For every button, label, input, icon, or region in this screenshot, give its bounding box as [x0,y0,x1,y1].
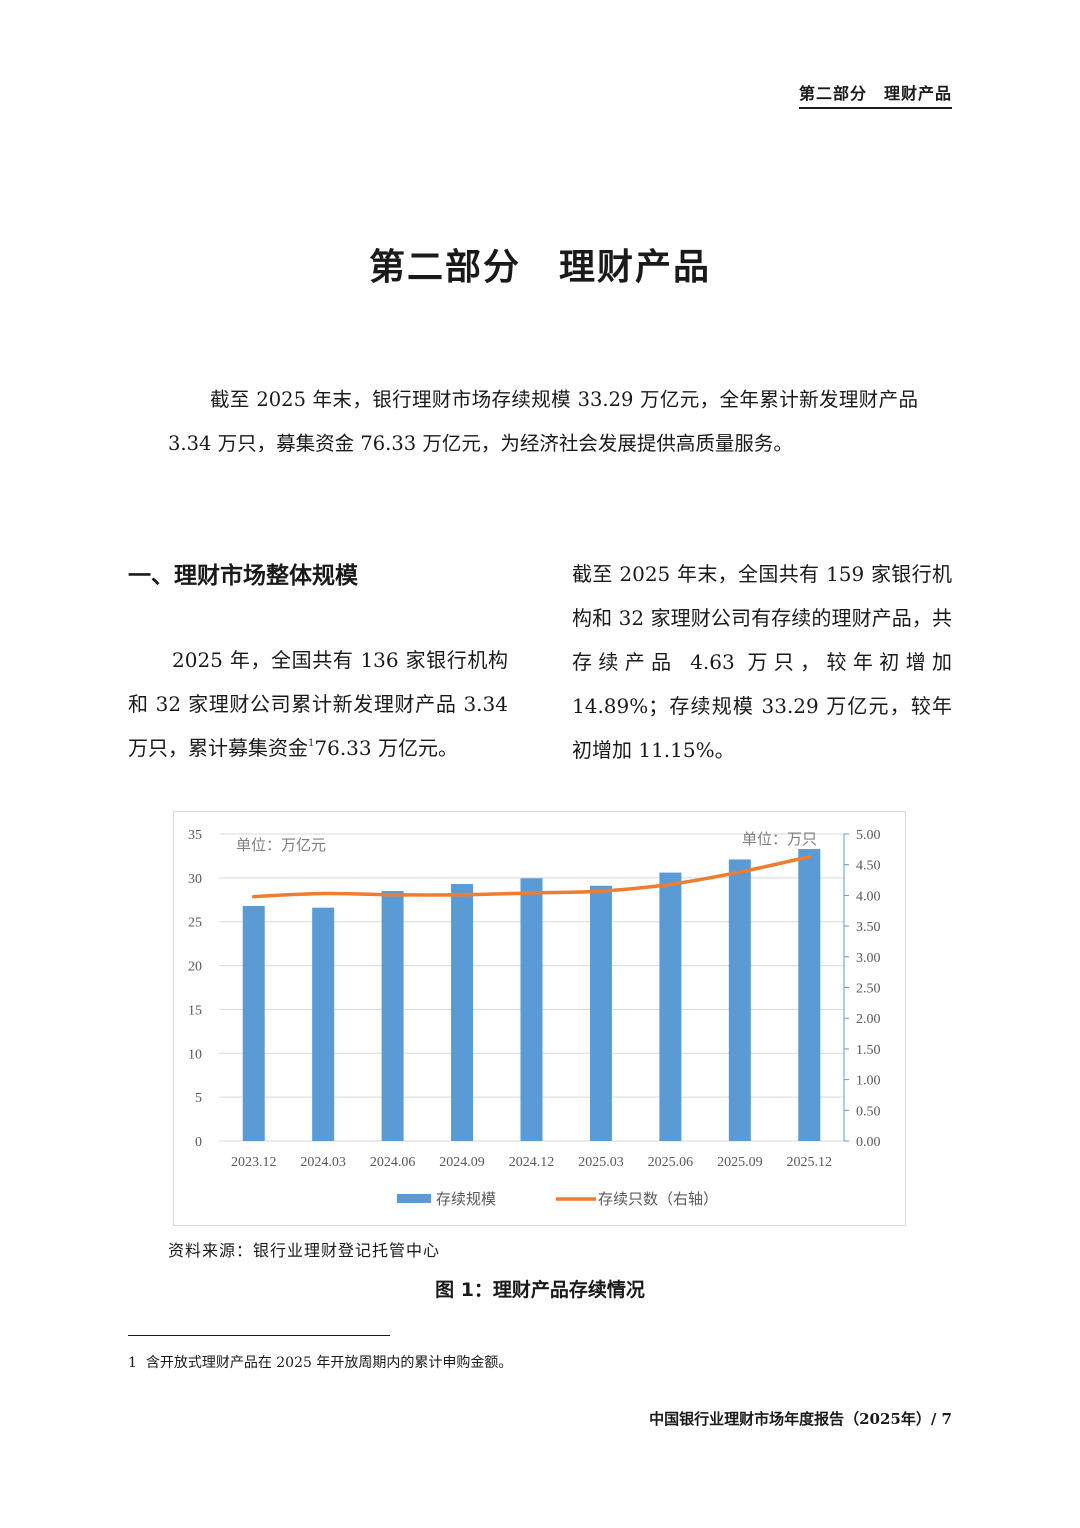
left-paragraph-text-end: 76.33 万亿元。 [314,736,458,760]
bar [451,883,474,1141]
chart-frame: 0 5 10 15 20 25 30 35 0.00 0.50 1.00 1.50 2.00 2.50 3.… [173,811,906,1226]
part-title: 第二部分 理财产品 [368,246,711,288]
y-left-tick-label: 35 [188,828,202,843]
x-tick-label: 2025.09 [717,1155,763,1170]
source-note: 资料来源：银行业理财登记托管中心 [168,1241,441,1260]
y-right-tick-label: 4.00 [856,889,881,904]
legend-label-bar: 存续规模 [436,1191,496,1208]
bar [381,891,404,1141]
y-right-tick-label: 4.50 [856,859,881,874]
x-tick-label: 2025.12 [787,1155,833,1170]
bar [589,885,612,1141]
x-tick-label: 2023.12 [231,1155,277,1170]
y-left-tick-label: 25 [188,916,202,931]
bar [520,878,543,1141]
x-tick-label: 2024.12 [509,1155,555,1170]
y-right-tick-label: 3.50 [856,920,881,935]
x-tick-label: 2024.06 [370,1155,416,1170]
y-right-tick-label: 2.00 [856,1012,881,1027]
footnote: 1 含开放式理财产品在 2025 年开放周期内的累计申购金额。 [128,1352,512,1372]
y-right-tick-label: 1.50 [856,1043,881,1058]
legend-swatch-bar [397,1194,431,1203]
bar [798,848,821,1141]
y-left-tick-label: 10 [188,1047,202,1062]
x-tick-label: 2024.03 [300,1155,346,1170]
x-tick-label: 2025.06 [648,1155,694,1170]
y-right-tick-label: 0.00 [856,1135,881,1150]
footnote-divider [128,1335,390,1336]
y-left-tick-label: 20 [188,960,202,975]
right-column-paragraph: 截至 2025 年末，全国共有 159 家银行机构和 32 家理财公司有存续的理… [572,562,952,762]
figure-caption: 图 1：理财产品存续情况 [435,1279,645,1301]
chart-svg: 0 5 10 15 20 25 30 35 0.00 0.50 1.00 1.50 2.00 2.50 3.… [188,828,881,1208]
left-unit-label: 单位：万亿元 [236,837,326,854]
x-tick-label: 2024.09 [439,1155,485,1170]
y-left-tick-label: 5 [195,1091,202,1106]
right-unit-label: 单位：万只 [742,831,817,848]
bar [312,907,335,1141]
x-tick-label: 2025.03 [578,1155,624,1170]
running-header: 第二部分 理财产品 [798,80,952,109]
y-right-tick-label: 3.00 [856,951,881,966]
y-right-tick-label: 0.50 [856,1104,881,1119]
legend-label-line: 存续只数（右轴） [598,1191,718,1208]
left-paragraph-text: 2025 年，全国共有 136 家银行机构和 32 家理财公司累计新发理财产品 … [128,648,508,760]
y-right-tick-label: 5.00 [856,828,881,843]
y-right-tick-label: 1.00 [856,1074,881,1089]
bar [242,905,265,1141]
footnote-reference[interactable]: 1 [308,738,315,749]
page-footer: 中国银行业理财市场年度报告（2025年）/ 7 [649,1410,952,1428]
left-column-paragraph: 2025 年，全国共有 136 家银行机构和 32 家理财公司累计新发理财产品 … [128,638,508,770]
bar [659,872,682,1141]
y-right-tick-label: 2.50 [856,982,881,997]
y-left-tick-label: 0 [195,1135,202,1150]
y-left-tick-label: 30 [188,872,202,887]
footnote-number: 1 [128,1355,137,1371]
bar [728,859,751,1141]
section-heading: 一、理财市场整体规模 [128,563,358,589]
footnote-text: 含开放式理财产品在 2025 年开放周期内的累计申购金额。 [145,1355,513,1371]
intro-paragraph: 截至 2025 年末，银行理财市场存续规模 33.29 万亿元，全年累计新发理财… [168,388,918,455]
y-left-tick-label: 15 [188,1003,202,1018]
